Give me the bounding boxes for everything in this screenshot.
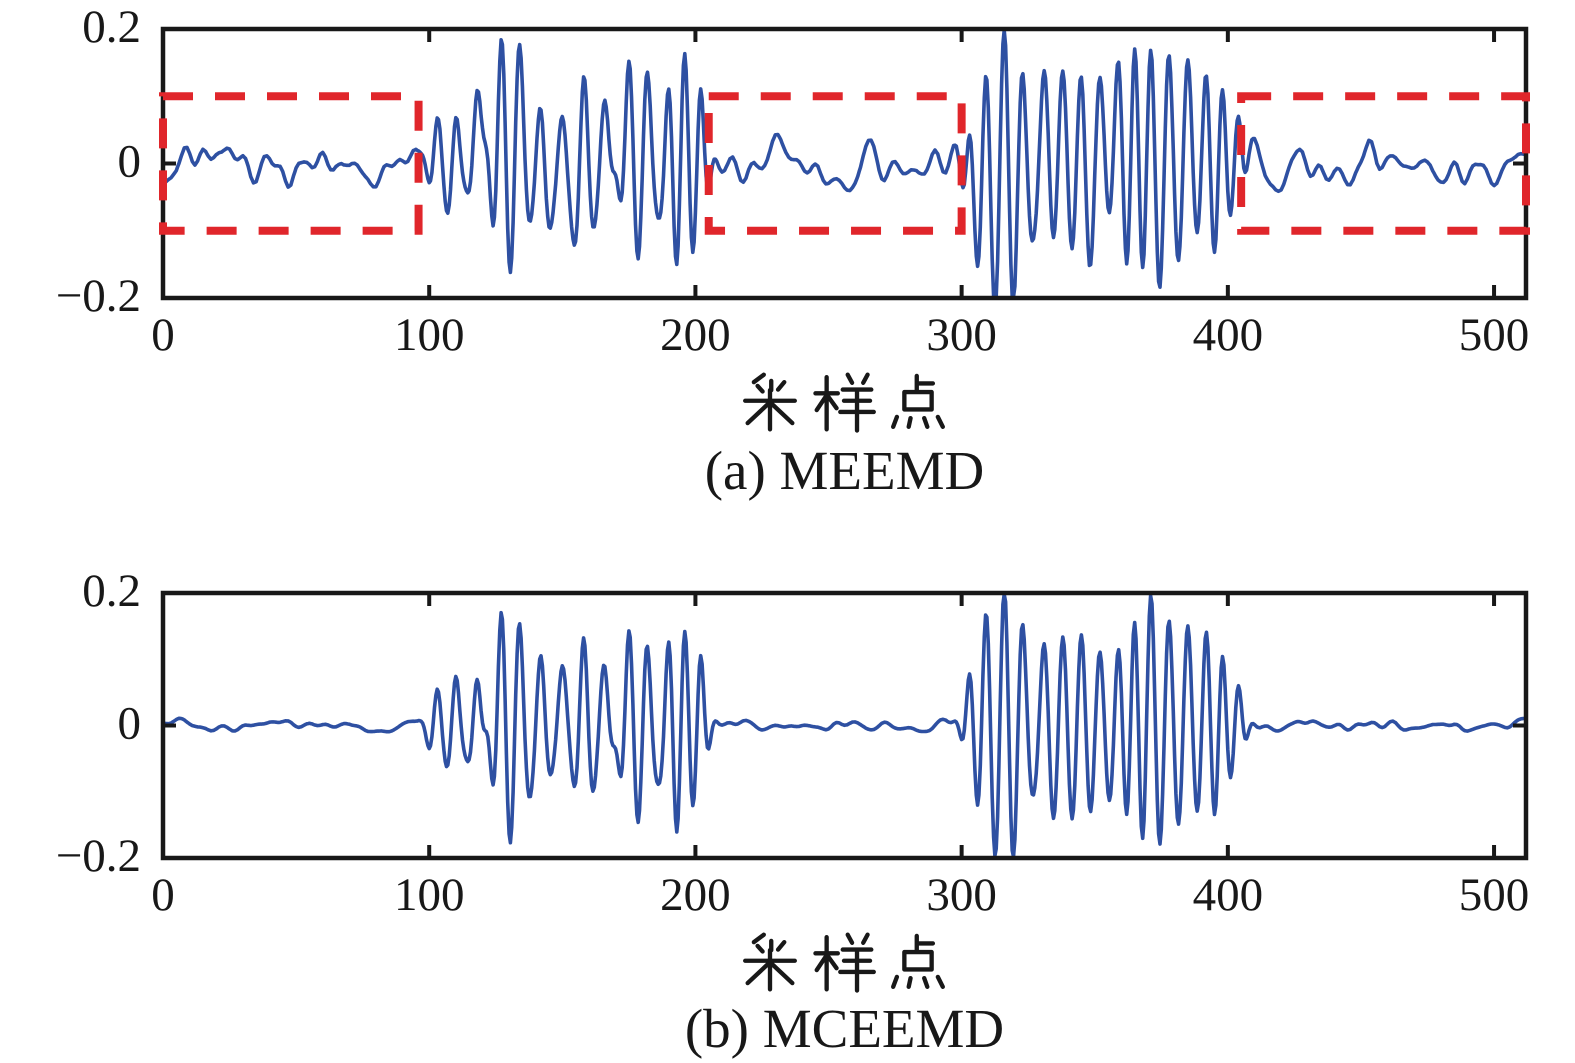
chart-a-xlabel-glyphs: [742, 372, 945, 433]
highlight-box: [159, 92, 423, 235]
chart-b-caption: (b) MCEEMD: [684, 998, 1005, 1059]
chart-a-xlabel: 采样点: [163, 370, 1526, 434]
y-tick-label: −0.2: [56, 270, 141, 322]
signal-line: [161, 28, 1528, 299]
chart-a-caption: (a) MEEMD: [704, 440, 985, 501]
x-tick-label: 100: [394, 869, 465, 921]
x-tick-label: 0: [151, 869, 175, 921]
highlight-box: [704, 92, 966, 235]
y-tick-label: 0.2: [82, 565, 141, 617]
x-tick-label: 300: [926, 869, 997, 921]
y-tick-label: 0: [118, 697, 142, 749]
x-tick-label: 200: [660, 309, 731, 361]
cjk-glyph: [890, 933, 945, 989]
signal-line: [161, 592, 1528, 859]
chart-b-xlabel-glyphs: [742, 932, 945, 993]
cjk-glyph: [812, 372, 876, 433]
cjk-glyph: [890, 373, 945, 429]
y-tick-label: 0.2: [82, 1, 141, 53]
chart-b-plot: 0 100 200 300 400 500−0.200.2: [56, 565, 1530, 921]
x-tick-label: 200: [660, 869, 731, 921]
x-tick-label: 500: [1459, 309, 1530, 361]
cjk-glyph: [812, 932, 876, 993]
cjk-glyph: [742, 372, 797, 432]
x-tick-label: 0: [151, 309, 175, 361]
y-tick-label: 0: [118, 135, 142, 187]
axis-box: [160, 26, 1529, 301]
y-tick-label: −0.2: [56, 830, 141, 882]
x-tick-label: 500: [1459, 869, 1530, 921]
x-tick-label: 300: [926, 309, 997, 361]
chart-a-plot: 0 100 200 300 400 500−0.200.2: [56, 1, 1530, 361]
x-tick-label: 400: [1193, 309, 1264, 361]
chart-b-xlabel: 采样点: [163, 930, 1526, 994]
x-tick-label: 400: [1193, 869, 1264, 921]
x-tick-label: 100: [394, 309, 465, 361]
cjk-glyph: [742, 932, 797, 992]
